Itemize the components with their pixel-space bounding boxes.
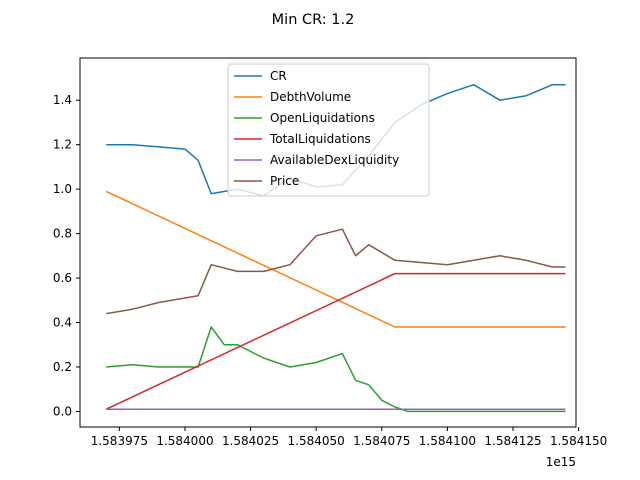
- x-tick-label: 1.584150: [550, 434, 607, 448]
- y-tick-label: 1.2: [53, 138, 72, 152]
- x-tick-label: 1.584125: [484, 434, 541, 448]
- x-tick-label: 1.584075: [353, 434, 410, 448]
- legend-box: [227, 63, 430, 197]
- legend-label-debthvolume: DebthVolume: [270, 90, 351, 104]
- legend-label-openliquidations: OpenLiquidations: [270, 111, 375, 125]
- legend-label-cr: CR: [270, 69, 287, 83]
- y-tick-label: 0.0: [53, 404, 72, 418]
- legend-label-totalliquidations: TotalLiquidations: [269, 132, 371, 146]
- series-line-debthvolume: [105, 190, 566, 328]
- x-offset-label: 1e15: [546, 455, 576, 469]
- x-tick-label: 1.583975: [91, 434, 148, 448]
- legend-label-availabledexliquidity: AvailableDexLiquidity: [270, 153, 399, 167]
- y-tick-label: 1.0: [53, 182, 72, 196]
- x-tick-label: 1.584000: [156, 434, 213, 448]
- legend: CR DebthVolume OpenLiquidations TotalLiquid…: [227, 63, 430, 197]
- series-line-totalliquidations: [105, 272, 566, 410]
- series-line-openliquidations: [106, 326, 566, 413]
- x-tick-label: 1.584025: [222, 434, 279, 448]
- y-tick-label: 0.4: [53, 316, 72, 330]
- x-axis: 1.583975 1.584000 1.584025 1.584050 1.584075…: [91, 427, 607, 448]
- x-tick-label: 1.584050: [288, 434, 345, 448]
- y-tick-label: 1.4: [53, 93, 72, 107]
- y-axis: 0.0 0.2 0.4 0.6 0.8 1.0 1.2 1.4: [53, 93, 80, 418]
- plot-frame: [79, 57, 577, 428]
- y-tick-label: 0.6: [53, 271, 72, 285]
- x-tick-label: 1.584100: [419, 434, 476, 448]
- y-tick-label: 0.2: [53, 360, 72, 374]
- chart-title: Min CR: 1.2: [272, 12, 355, 28]
- legend-label-price: Price: [270, 174, 299, 188]
- series-layer: [105, 83, 566, 413]
- y-tick-label: 0.8: [53, 227, 72, 241]
- series-line-price: [106, 228, 566, 315]
